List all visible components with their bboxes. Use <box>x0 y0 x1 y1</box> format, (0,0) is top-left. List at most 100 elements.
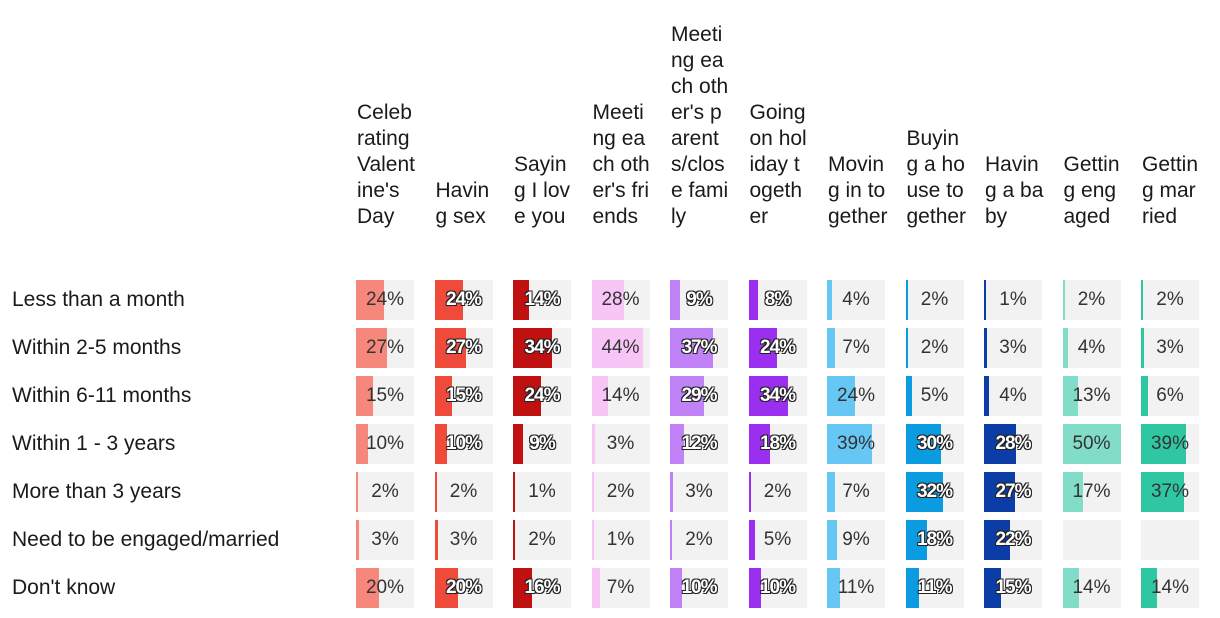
data-label: 2% <box>685 529 713 550</box>
data-bar <box>827 376 855 416</box>
data-bar <box>591 424 595 464</box>
data-bar <box>1141 472 1184 512</box>
data-label: 2% <box>920 289 949 310</box>
data-bar <box>748 376 788 416</box>
data-cell: 3% <box>1141 328 1199 368</box>
data-cell: 39% <box>827 424 885 464</box>
data-bar <box>356 424 368 464</box>
data-label: 16% <box>524 577 560 598</box>
data-label: 7% <box>842 337 870 358</box>
data-cell: 3% <box>984 328 1042 368</box>
data-cell: 7% <box>591 568 650 608</box>
data-label: 2% <box>763 481 792 502</box>
data-bar <box>434 472 437 512</box>
data-label: 34% <box>759 385 796 406</box>
data-label: 24% <box>524 385 560 406</box>
data-cell: 1% <box>513 472 571 512</box>
data-cell: 16% <box>513 568 571 608</box>
data-label: 3% <box>999 337 1027 358</box>
column-header: Having a baby <box>985 153 1044 228</box>
data-cell: 39% <box>1141 424 1199 464</box>
data-label: 11% <box>917 577 953 598</box>
data-cell <box>1141 520 1199 560</box>
data-label: 10% <box>445 433 482 454</box>
data-bar <box>670 280 680 320</box>
data-bar <box>1141 328 1144 368</box>
data-bar <box>356 472 358 512</box>
data-bar <box>748 568 761 608</box>
data-bar <box>356 520 359 560</box>
data-label: 15% <box>995 577 1031 598</box>
data-cell: 27% <box>984 472 1042 512</box>
data-label: 10% <box>365 433 405 454</box>
data-cell: 8% <box>748 280 807 320</box>
data-label: 15% <box>365 385 405 406</box>
data-label: 24% <box>445 289 482 310</box>
data-bar <box>434 280 463 320</box>
data-label: 2% <box>606 481 635 502</box>
data-bar <box>513 376 541 416</box>
data-cell: 5% <box>748 520 807 560</box>
data-cell: 2% <box>356 472 414 512</box>
data-cell: 13% <box>1062 376 1121 416</box>
data-cell: 20% <box>434 568 493 608</box>
column-header: Saying I love you <box>514 153 571 228</box>
data-bar <box>513 328 552 368</box>
data-cell: 14% <box>1141 568 1199 608</box>
column-header: Going on holiday together <box>749 101 807 228</box>
data-label: 2% <box>1077 289 1106 310</box>
data-label: 37% <box>681 337 717 358</box>
data-label: 2% <box>528 529 556 550</box>
data-cell: 7% <box>827 328 885 368</box>
column-header: Buying a house together <box>906 127 967 228</box>
data-label: 12% <box>681 433 717 454</box>
data-label: 14% <box>1150 577 1190 598</box>
data-cell: 4% <box>984 376 1042 416</box>
data-bar <box>1062 472 1083 512</box>
data-bar <box>827 568 840 608</box>
data-bar <box>670 424 684 464</box>
data-label: 24% <box>365 289 405 310</box>
data-cell: 24% <box>748 328 807 368</box>
data-cell: 2% <box>905 328 964 368</box>
data-label: 3% <box>371 529 399 550</box>
data-cell: 10% <box>748 568 807 608</box>
data-cell: 10% <box>356 424 414 464</box>
data-label: 17% <box>1072 481 1111 502</box>
data-bar <box>984 520 1010 560</box>
data-cell: 11% <box>905 568 964 608</box>
data-cell: 14% <box>591 376 650 416</box>
data-label: 22% <box>995 529 1031 550</box>
data-cell: 10% <box>670 568 728 608</box>
data-cell: 20% <box>356 568 414 608</box>
row-label: Less than a month <box>12 288 185 311</box>
data-label: 6% <box>1156 385 1184 406</box>
data-label: 18% <box>916 529 953 550</box>
data-label: 3% <box>606 433 635 454</box>
data-bar <box>984 568 1001 608</box>
data-cell: 9% <box>513 424 571 464</box>
data-label: 18% <box>759 433 796 454</box>
data-cell: 11% <box>827 568 885 608</box>
data-label: 1% <box>999 289 1027 310</box>
data-bar <box>434 376 452 416</box>
column-header: Meeting each other's parents/close famil… <box>671 23 729 228</box>
data-bar <box>356 280 384 320</box>
data-label: 3% <box>449 529 478 550</box>
data-bar <box>591 328 643 368</box>
data-label: 4% <box>842 289 870 310</box>
data-cell: 3% <box>434 520 493 560</box>
data-label: 4% <box>1077 337 1106 358</box>
data-label: 13% <box>1072 385 1111 406</box>
data-bar <box>1141 376 1148 416</box>
data-label: 44% <box>601 337 640 358</box>
data-label: 1% <box>606 529 635 550</box>
data-label: 2% <box>1156 289 1184 310</box>
data-cell: 24% <box>513 376 571 416</box>
data-cell: 27% <box>434 328 493 368</box>
data-bar <box>1062 568 1079 608</box>
data-bar <box>513 472 515 512</box>
data-cell <box>1062 520 1121 560</box>
data-label: 30% <box>916 433 953 454</box>
